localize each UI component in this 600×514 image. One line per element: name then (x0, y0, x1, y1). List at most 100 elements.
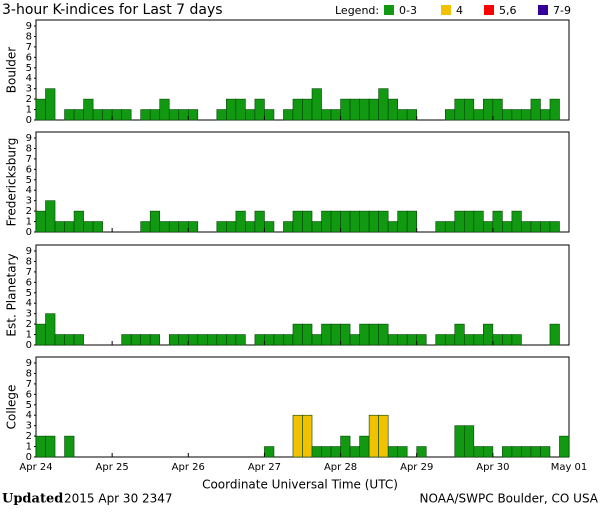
y-tick-label: 7 (26, 267, 32, 278)
legend-label: 5,6 (499, 4, 517, 17)
bar (302, 323, 313, 346)
bar (530, 446, 541, 458)
bar (549, 221, 560, 233)
credit: NOAA/SWPC Boulder, CO USA (420, 492, 599, 506)
bar (302, 210, 313, 233)
bar (387, 221, 398, 233)
bar (340, 323, 351, 346)
bar (226, 98, 237, 121)
bar (292, 323, 303, 346)
bar (368, 98, 379, 121)
bar (73, 210, 84, 233)
y-tick-label: 0 (26, 340, 32, 351)
bar (397, 109, 408, 121)
bar (340, 98, 351, 121)
bar (444, 334, 456, 346)
y-tick-label: 0 (26, 227, 32, 238)
bar (140, 334, 151, 346)
bar (511, 334, 522, 346)
bar (521, 109, 532, 121)
bar (387, 446, 398, 458)
legend-swatch (384, 5, 394, 15)
bar (264, 334, 275, 346)
bar (406, 210, 418, 233)
bar (140, 221, 151, 233)
bar (340, 435, 351, 458)
bar (349, 210, 360, 233)
y-tick-label: 9 (26, 246, 32, 257)
bar (444, 221, 456, 233)
legend-swatch (538, 5, 548, 15)
x-tick-label: Apr 30 (476, 462, 509, 473)
bar (226, 221, 237, 233)
bar (149, 109, 161, 121)
bar (330, 323, 341, 346)
bar (473, 334, 484, 346)
bar (511, 446, 522, 458)
x-tick-label: Apr 29 (400, 462, 433, 473)
y-tick-label: 2 (26, 319, 32, 330)
bar (397, 334, 408, 346)
updated-time: 2015 Apr 30 2347 (64, 492, 173, 506)
y-tick-label: 1 (26, 105, 32, 116)
bar (264, 109, 275, 121)
bar (502, 109, 513, 121)
y-tick-label: 2 (26, 94, 32, 105)
bar (178, 334, 189, 346)
bar (64, 109, 75, 121)
bar (245, 221, 256, 233)
bar (102, 109, 113, 121)
y-tick-label: 4 (26, 410, 32, 421)
bar (330, 210, 341, 233)
y-tick-label: 6 (26, 164, 32, 175)
y-tick-label: 4 (26, 185, 32, 196)
bar (149, 210, 161, 233)
bar (511, 210, 522, 233)
y-tick-label: 5 (26, 400, 32, 411)
bar (483, 221, 494, 233)
bar (549, 98, 560, 121)
bar (187, 109, 199, 121)
bar (368, 414, 379, 458)
legend-label: 0-3 (399, 4, 417, 17)
y-axis-label: College (5, 385, 19, 430)
y-axis-label: Est. Planetary (5, 253, 19, 336)
bar (483, 323, 494, 346)
x-tick-label: Apr 28 (324, 462, 357, 473)
bar (283, 334, 294, 346)
bar (559, 435, 570, 458)
bar (473, 210, 484, 233)
bar (368, 210, 379, 233)
y-tick-label: 5 (26, 175, 32, 186)
bar (35, 210, 46, 233)
bar (140, 109, 151, 121)
legend-title: Legend: (335, 4, 379, 17)
bar (464, 334, 475, 346)
y-tick-label: 9 (26, 21, 32, 32)
x-tick-label: Apr 26 (172, 462, 205, 473)
bar (149, 334, 161, 346)
bar (216, 109, 227, 121)
bar (454, 210, 465, 233)
y-tick-label: 7 (26, 154, 32, 165)
y-tick-label: 2 (26, 206, 32, 217)
bar (73, 334, 84, 346)
y-tick-label: 8 (26, 368, 32, 379)
bar (178, 109, 189, 121)
y-tick-label: 2 (26, 431, 32, 442)
bar (302, 98, 313, 121)
bar (311, 88, 322, 121)
bar (502, 446, 513, 458)
bar (159, 98, 170, 121)
legend-swatch (484, 5, 494, 15)
bar (254, 334, 265, 346)
bar (454, 425, 465, 458)
y-tick-label: 3 (26, 84, 32, 95)
bar (130, 334, 141, 346)
bar (416, 446, 427, 458)
bar (454, 98, 465, 121)
bar (54, 221, 65, 233)
bar (378, 323, 389, 346)
y-tick-label: 4 (26, 73, 32, 84)
bar (321, 109, 332, 121)
